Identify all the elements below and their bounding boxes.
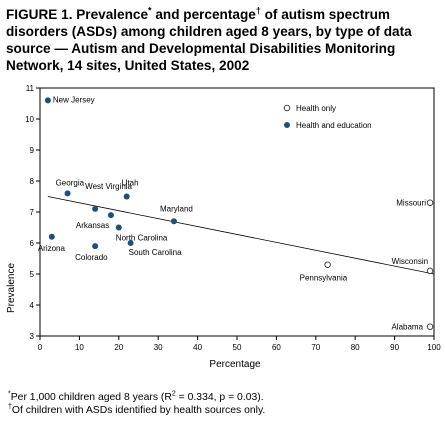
point-label-north-carolina: North Carolina: [116, 234, 168, 243]
point-maryland: [170, 218, 177, 225]
footnote-2: †Of children with ASDs identified by hea…: [8, 404, 442, 417]
x-tick-label: 10: [75, 343, 84, 352]
point-colorado: [92, 243, 99, 250]
y-tick-label: 9: [30, 146, 35, 155]
footnote-1-part-2: = 0.334, p = 0.03).: [175, 392, 264, 403]
point-label-georgia: Georgia: [56, 178, 85, 187]
x-tick-label: 60: [272, 343, 281, 352]
x-tick-label: 70: [311, 343, 320, 352]
chart-legend: Health only Health and education: [283, 104, 372, 130]
x-tick-label: 20: [114, 343, 123, 352]
scatter-chart: 0 10 20 30 40 50 60 70 80 90 100 3 4 5 6 7 8 9 10 11 New Je…: [6, 84, 441, 370]
point-label-arizona: Arizona: [38, 244, 66, 253]
point-label-new-jersey: New Jersey: [53, 95, 95, 104]
legend-marker-health_only: [283, 104, 291, 112]
point-wisconsin: [426, 267, 434, 275]
point-west-virginia: [92, 205, 99, 212]
point-label-pennsylvania: Pennsylvania: [300, 274, 348, 283]
x-tick-label: 100: [427, 343, 441, 352]
point-label-colorado: Colorado: [75, 253, 108, 262]
point-label-missouri: Missouri: [396, 199, 426, 208]
point-label-utah: Utah: [122, 179, 139, 188]
x-tick-label: 50: [233, 343, 242, 352]
point-label-south-carolina: South Carolina: [129, 248, 182, 257]
footnote-1-mark: *: [8, 390, 11, 398]
figure-title: FIGURE 1. Prevalence* and percentage† of…: [6, 6, 440, 74]
trend-line: [47, 196, 435, 275]
legend-label-health_only: Health only: [296, 104, 336, 113]
y-tick-label: 10: [25, 115, 34, 124]
footnote-1-part-1: Per 1,000 children aged 8 years (R: [10, 392, 172, 403]
x-tick-label: 40: [193, 343, 202, 352]
footnote-1-superscript: 2: [171, 390, 176, 398]
title-part-2: and percentage: [151, 7, 256, 22]
y-tick-label: 7: [30, 208, 35, 217]
y-tick-label: 4: [30, 301, 35, 310]
y-tick-label: 8: [30, 177, 35, 186]
point-arkansas: [107, 212, 114, 219]
footnote-1: *Per 1,000 children aged 8 years (R2 = 0…: [8, 391, 442, 404]
chart-axes: 0 10 20 30 40 50 60 70 80 90 100 3 4 5 6 7 8 9 10 11: [25, 84, 441, 352]
footnotes: *Per 1,000 children aged 8 years (R2 = 0…: [8, 391, 442, 417]
point-missouri: [426, 199, 434, 206]
x-tick-label: 30: [154, 343, 163, 352]
point-arizona: [48, 233, 55, 240]
point-georgia: [64, 190, 71, 197]
point-label-arkansas: Arkansas: [76, 221, 109, 230]
point-pennsylvania: [324, 261, 331, 268]
title-part-3: of autism spectrum disorders (ASDs) amon…: [6, 7, 412, 73]
point-north-carolina: [115, 224, 122, 231]
y-tick-label: 5: [30, 270, 35, 279]
y-tick-label: 11: [26, 84, 35, 93]
plot-frame: [39, 87, 435, 337]
x-tick-label: 80: [351, 343, 360, 352]
trend-line-group: [47, 196, 435, 275]
x-axis-label: Percentage: [209, 359, 261, 370]
point-utah: [123, 193, 130, 200]
footnote-2-text: Of children with ASDs identified by heal…: [11, 405, 266, 416]
point-label-wisconsin: Wisconsin: [392, 257, 428, 266]
x-tick-label: 0: [38, 343, 43, 352]
y-axis-label: Prevalence: [6, 263, 17, 313]
title-footnote-mark-2: †: [255, 5, 261, 16]
point-new-jersey: [44, 97, 51, 104]
legend-marker-health_education: [284, 122, 290, 128]
footnote-2-mark: †: [8, 403, 12, 411]
point-south-carolina: [127, 240, 134, 246]
title-part-1: FIGURE 1. Prevalence: [6, 7, 149, 22]
title-footnote-mark-1: *: [148, 5, 152, 16]
point-label-west-virginia: West Virginia: [85, 182, 132, 191]
point-label-maryland: Maryland: [160, 204, 193, 213]
legend-label-health_education: Health and education: [296, 121, 372, 130]
x-tick-label: 90: [390, 343, 399, 352]
y-tick-label: 3: [30, 332, 35, 341]
y-tick-label: 6: [30, 239, 35, 248]
point-label-alabama: Alabama: [391, 323, 423, 332]
point-alabama: [426, 323, 434, 330]
